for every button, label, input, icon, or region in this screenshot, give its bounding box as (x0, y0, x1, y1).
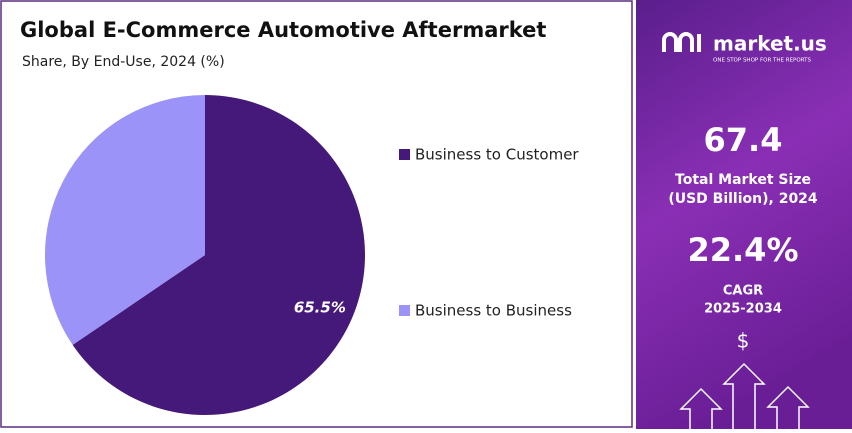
tagline: ONE STOP SHOP FOR THE REPORTS (713, 58, 811, 64)
chart-title: Global E-Commerce Automotive Aftermarket (20, 18, 546, 42)
cagr-label: 2025-2034 (704, 302, 782, 317)
pie-slice (72, 95, 366, 415)
legend-swatch (399, 305, 410, 316)
brand: market.us (713, 32, 827, 56)
data-label: 65.5% (294, 298, 346, 316)
logo (662, 32, 701, 52)
pie-slice (45, 95, 206, 345)
legend-swatch (399, 149, 410, 160)
arrows (679, 362, 810, 429)
currency-icon: $ (737, 329, 750, 353)
market-size-label: (USD Billion), 2024 (668, 191, 818, 207)
market-size: 67.4 (704, 121, 783, 159)
cagr-label: CAGR (723, 284, 763, 299)
cagr: 22.4% (687, 231, 798, 269)
market-size-label: Total Market Size (675, 172, 811, 188)
sidebar (636, 0, 852, 429)
chart-subtitle: Share, By End-Use, 2024 (%) (22, 54, 225, 70)
legend-label: Business to Customer (415, 146, 579, 164)
pie: 65.5% (45, 95, 366, 415)
legend-label: Business to Business (415, 302, 572, 320)
legend: Business to Customer Business to Business (399, 146, 579, 320)
